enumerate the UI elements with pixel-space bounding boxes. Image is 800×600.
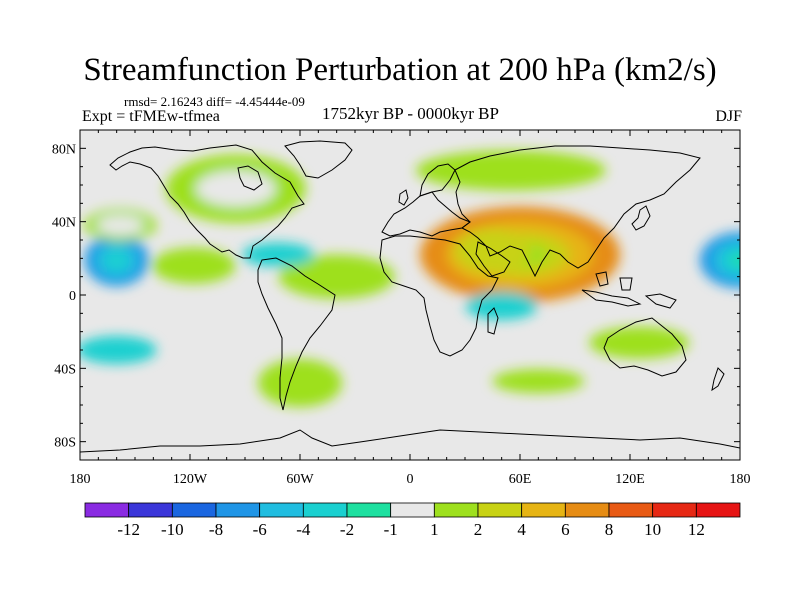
- coast-madagascar: [487, 307, 499, 335]
- coast-new-zealand: [711, 367, 725, 392]
- coast-japan: [631, 205, 651, 231]
- colorbar-label: 6: [561, 520, 570, 539]
- colorbar-box: [215, 502, 261, 518]
- colorbar-label: 10: [644, 520, 661, 539]
- colorbar-label: 4: [517, 520, 526, 539]
- colorbar: -12 -10 -8 -6 -4 -2 -1 1 2 4 6 8 10 12: [84, 502, 741, 539]
- colorbar-label: -8: [209, 520, 223, 539]
- field-region-atlantic-high: [278, 254, 395, 299]
- field-region-north-america-high: [195, 170, 276, 207]
- x-tick-label: 120E: [615, 472, 645, 487]
- colorbar-label: -2: [340, 520, 354, 539]
- colorbar-box: [171, 502, 217, 518]
- colorbar-label: -12: [117, 520, 140, 539]
- x-tick-label: 0: [407, 472, 414, 487]
- coast-antarctica: [80, 429, 740, 453]
- colorbar-label: -4: [296, 520, 311, 539]
- x-tick-label: 180: [70, 472, 91, 487]
- colorbar-label: -10: [161, 520, 184, 539]
- coastlines: [80, 140, 740, 453]
- field-region-pacific-west-low: [732, 254, 740, 267]
- field-region-eurasia-north-high: [415, 150, 606, 191]
- field-region-southern-ocean-high: [492, 369, 585, 394]
- period-label: 1752kyr BP - 0000kyr BP: [322, 104, 499, 123]
- coast-north-america: [109, 144, 305, 259]
- y-tick-label: 40N: [52, 216, 76, 231]
- coast-greenland: [284, 140, 353, 179]
- colorbar-box: [608, 502, 654, 518]
- plot-title: Streamfunction Perturbation at 200 hPa (…: [83, 52, 717, 88]
- field-region-pacific-north-high: [96, 215, 145, 236]
- field-region-pacific-east-low: [104, 250, 129, 271]
- field-region-south-pacific-low: [80, 336, 157, 364]
- colorbar-box: [433, 502, 479, 518]
- colorbar-label: -6: [253, 520, 267, 539]
- coast-south-america: [257, 257, 336, 411]
- y-tick-label: 0: [69, 289, 76, 304]
- colorbar-box: [302, 502, 348, 518]
- field-region-australia-high: [589, 326, 690, 359]
- field-region-south-atlantic-high: [258, 359, 342, 407]
- colorbar-box: [259, 502, 304, 518]
- coast-australia: [603, 317, 687, 377]
- y-tick-label: 80S: [54, 436, 76, 451]
- field-region-india-ocean-low: [465, 292, 538, 320]
- colorbar-box: [652, 502, 697, 518]
- colorbar-label: 1: [430, 520, 439, 539]
- colorbar-label: 12: [688, 520, 705, 539]
- coast-indonesia: [581, 271, 642, 307]
- y-tick-label: 80N: [52, 142, 76, 157]
- y-tick-label: 40S: [54, 362, 76, 377]
- coast-europe: [381, 191, 472, 237]
- colorbar-box: [84, 502, 130, 518]
- x-tick-label: 120W: [173, 472, 208, 487]
- colorbar-box: [128, 502, 173, 518]
- colorbar-box: [390, 502, 435, 518]
- stats-label: rmsd= 2.16243 diff= -4.45444e-09: [124, 94, 305, 109]
- field-region-pacific-west-low: [722, 248, 740, 273]
- coast-arabia: [475, 241, 511, 277]
- coast-new-guinea: [644, 293, 677, 309]
- coast-africa: [379, 235, 499, 357]
- field-region-east-pacific-high: [151, 247, 236, 284]
- coast-scandinavia: [419, 163, 456, 197]
- colorbar-label: 2: [474, 520, 483, 539]
- x-tick-label: 60W: [286, 472, 314, 487]
- colorbar-label: -1: [384, 520, 398, 539]
- colorbar-box: [477, 502, 523, 518]
- coast-asia: [454, 145, 701, 278]
- season-label: DJF: [715, 108, 742, 125]
- colorbar-box: [695, 502, 741, 518]
- coast-hudson-bay: [237, 165, 263, 191]
- x-tick-label: 180: [730, 472, 751, 487]
- coast-british-isles: [398, 189, 409, 206]
- x-tick-label: 60E: [509, 472, 532, 487]
- colorbar-label: 8: [605, 520, 614, 539]
- axis-ticks: 180 120W 60W 0 60E 120E 180 80N 40N 0 40S 80S: [52, 130, 751, 487]
- colorbar-box: [564, 502, 610, 518]
- colorbar-box: [346, 502, 392, 518]
- experiment-label: Expt = tFMEw-tfmea: [82, 108, 220, 125]
- field-region-mid-atlantic-low: [242, 242, 314, 267]
- colorbar-box: [521, 502, 566, 518]
